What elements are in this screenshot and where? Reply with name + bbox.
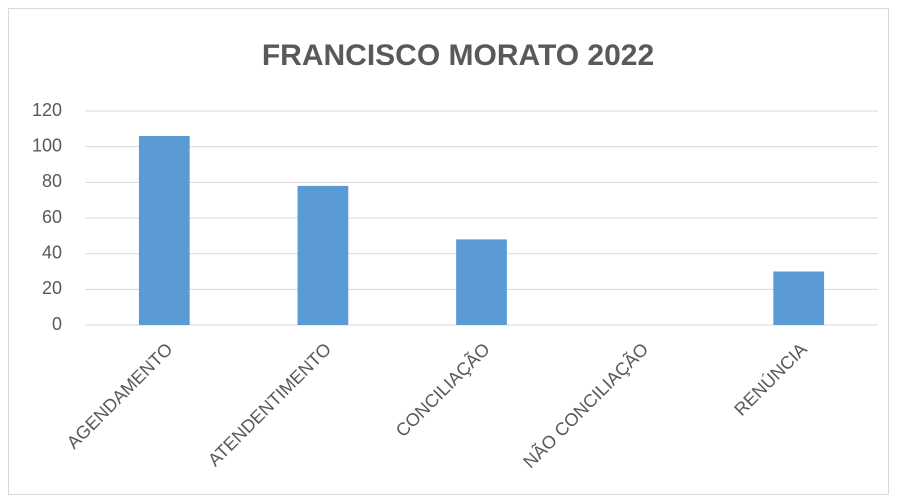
bar xyxy=(773,271,825,325)
chart-title: FRANCISCO MORATO 2022 xyxy=(262,39,654,72)
y-tick-label: 100 xyxy=(32,135,62,155)
bar xyxy=(138,135,190,325)
y-tick-label: 40 xyxy=(42,242,62,262)
y-tick-label: 120 xyxy=(32,100,62,120)
y-tick-label: 80 xyxy=(42,171,62,191)
bar xyxy=(297,185,349,325)
y-tick-label: 0 xyxy=(52,314,62,334)
bar xyxy=(456,239,507,325)
y-tick-label: 60 xyxy=(42,207,62,227)
y-tick-label: 20 xyxy=(42,278,62,298)
